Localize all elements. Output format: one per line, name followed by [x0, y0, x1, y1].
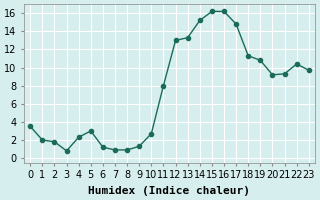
X-axis label: Humidex (Indice chaleur): Humidex (Indice chaleur)	[89, 186, 251, 196]
